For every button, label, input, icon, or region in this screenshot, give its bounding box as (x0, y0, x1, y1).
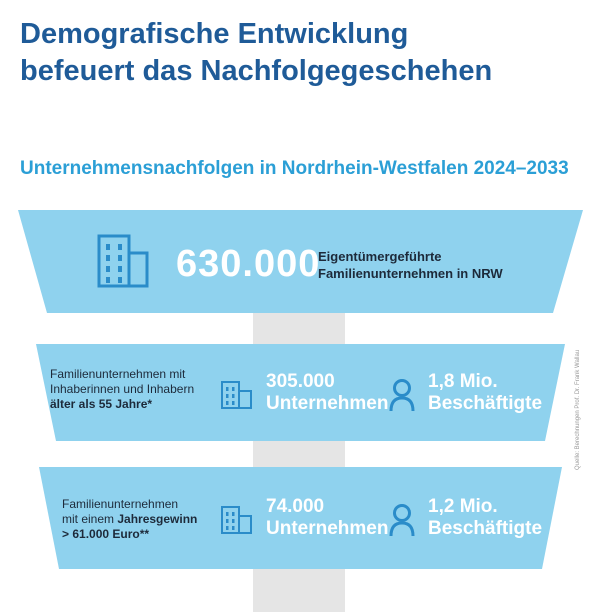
building-icon (221, 381, 252, 409)
stem-segment-2 (253, 441, 345, 467)
row1-companies-value: 305.000 (266, 371, 335, 392)
funnel-band-bottom (39, 467, 562, 569)
row2-employees-label: Beschäftigte (428, 518, 543, 539)
row1-companies-label: Unternehmen (266, 393, 389, 414)
row2-employees: 1,2 Mio. Beschäftigte (428, 496, 542, 540)
row1-employees-value: 1,8 Mio. (428, 371, 498, 392)
funnel-band-middle (36, 344, 565, 441)
page-title: Demografische Entwicklung befeuert das N… (20, 16, 580, 90)
row2-companies-value: 74.000 (266, 496, 325, 517)
total-label: Eigentümergeführte Familienunternehmen i… (318, 248, 503, 282)
row1-employees: 1,8 Mio. Beschäftigte (428, 371, 542, 415)
row2-desc-line-2-prefix: mit einem (62, 512, 118, 526)
funnel-band-top (18, 210, 583, 313)
total-label-line-2: Familienunternehmen in NRW (318, 266, 503, 281)
stem-segment-3 (253, 569, 345, 612)
row2-companies: 74.000 Unternehmen (266, 496, 388, 540)
source-note: Quelle: Berechnungen Prof. Dr. Frank Wal… (575, 349, 581, 470)
row2-employees-value: 1,2 Mio. (428, 496, 498, 517)
person-icon (389, 504, 415, 537)
building-icon (97, 234, 149, 288)
building-icon (221, 506, 252, 534)
top-building-icon (96, 233, 152, 289)
row1-description: Familienunternehmen mit Inhaberinnen und… (50, 367, 194, 412)
title-line-2: befeuert das Nachfolgegeschehen (20, 55, 493, 87)
row2-desc-line-3: > 61.000 Euro** (62, 527, 150, 541)
row1-companies: 305.000 Unternehmen (266, 371, 388, 415)
row2-desc-line-2: mit einem Jahresgewinn (62, 512, 197, 527)
row2-desc-line-1: Familienunternehmen (62, 497, 179, 511)
row1-employees-label: Beschäftigte (428, 393, 543, 414)
chart-subtitle: Unternehmensnachfolgen in Nordrhein-West… (20, 158, 569, 179)
person-icon (389, 379, 415, 412)
total-label-line-1: Eigentümergeführte (318, 249, 442, 264)
row1-building-icon (220, 380, 256, 410)
row1-desc-line-3: älter als 55 Jahre* (50, 397, 153, 411)
row1-person-icon (388, 378, 416, 414)
row2-person-icon (388, 503, 416, 539)
stem-segment-1 (253, 313, 345, 344)
row1-desc-line-2: Inhaberinnen und Inhabern (50, 382, 195, 396)
row2-building-icon (220, 505, 256, 535)
title-line-1: Demografische Entwicklung (20, 18, 409, 50)
row2-description: Familienunternehmen mit einem Jahresgewi… (62, 497, 197, 542)
row1-desc-line-1: Familienunternehmen mit (50, 367, 186, 381)
row2-companies-label: Unternehmen (266, 518, 389, 539)
row2-desc-line-2-bold: Jahresgewinn (117, 512, 198, 526)
total-value: 630.000 (176, 243, 321, 285)
